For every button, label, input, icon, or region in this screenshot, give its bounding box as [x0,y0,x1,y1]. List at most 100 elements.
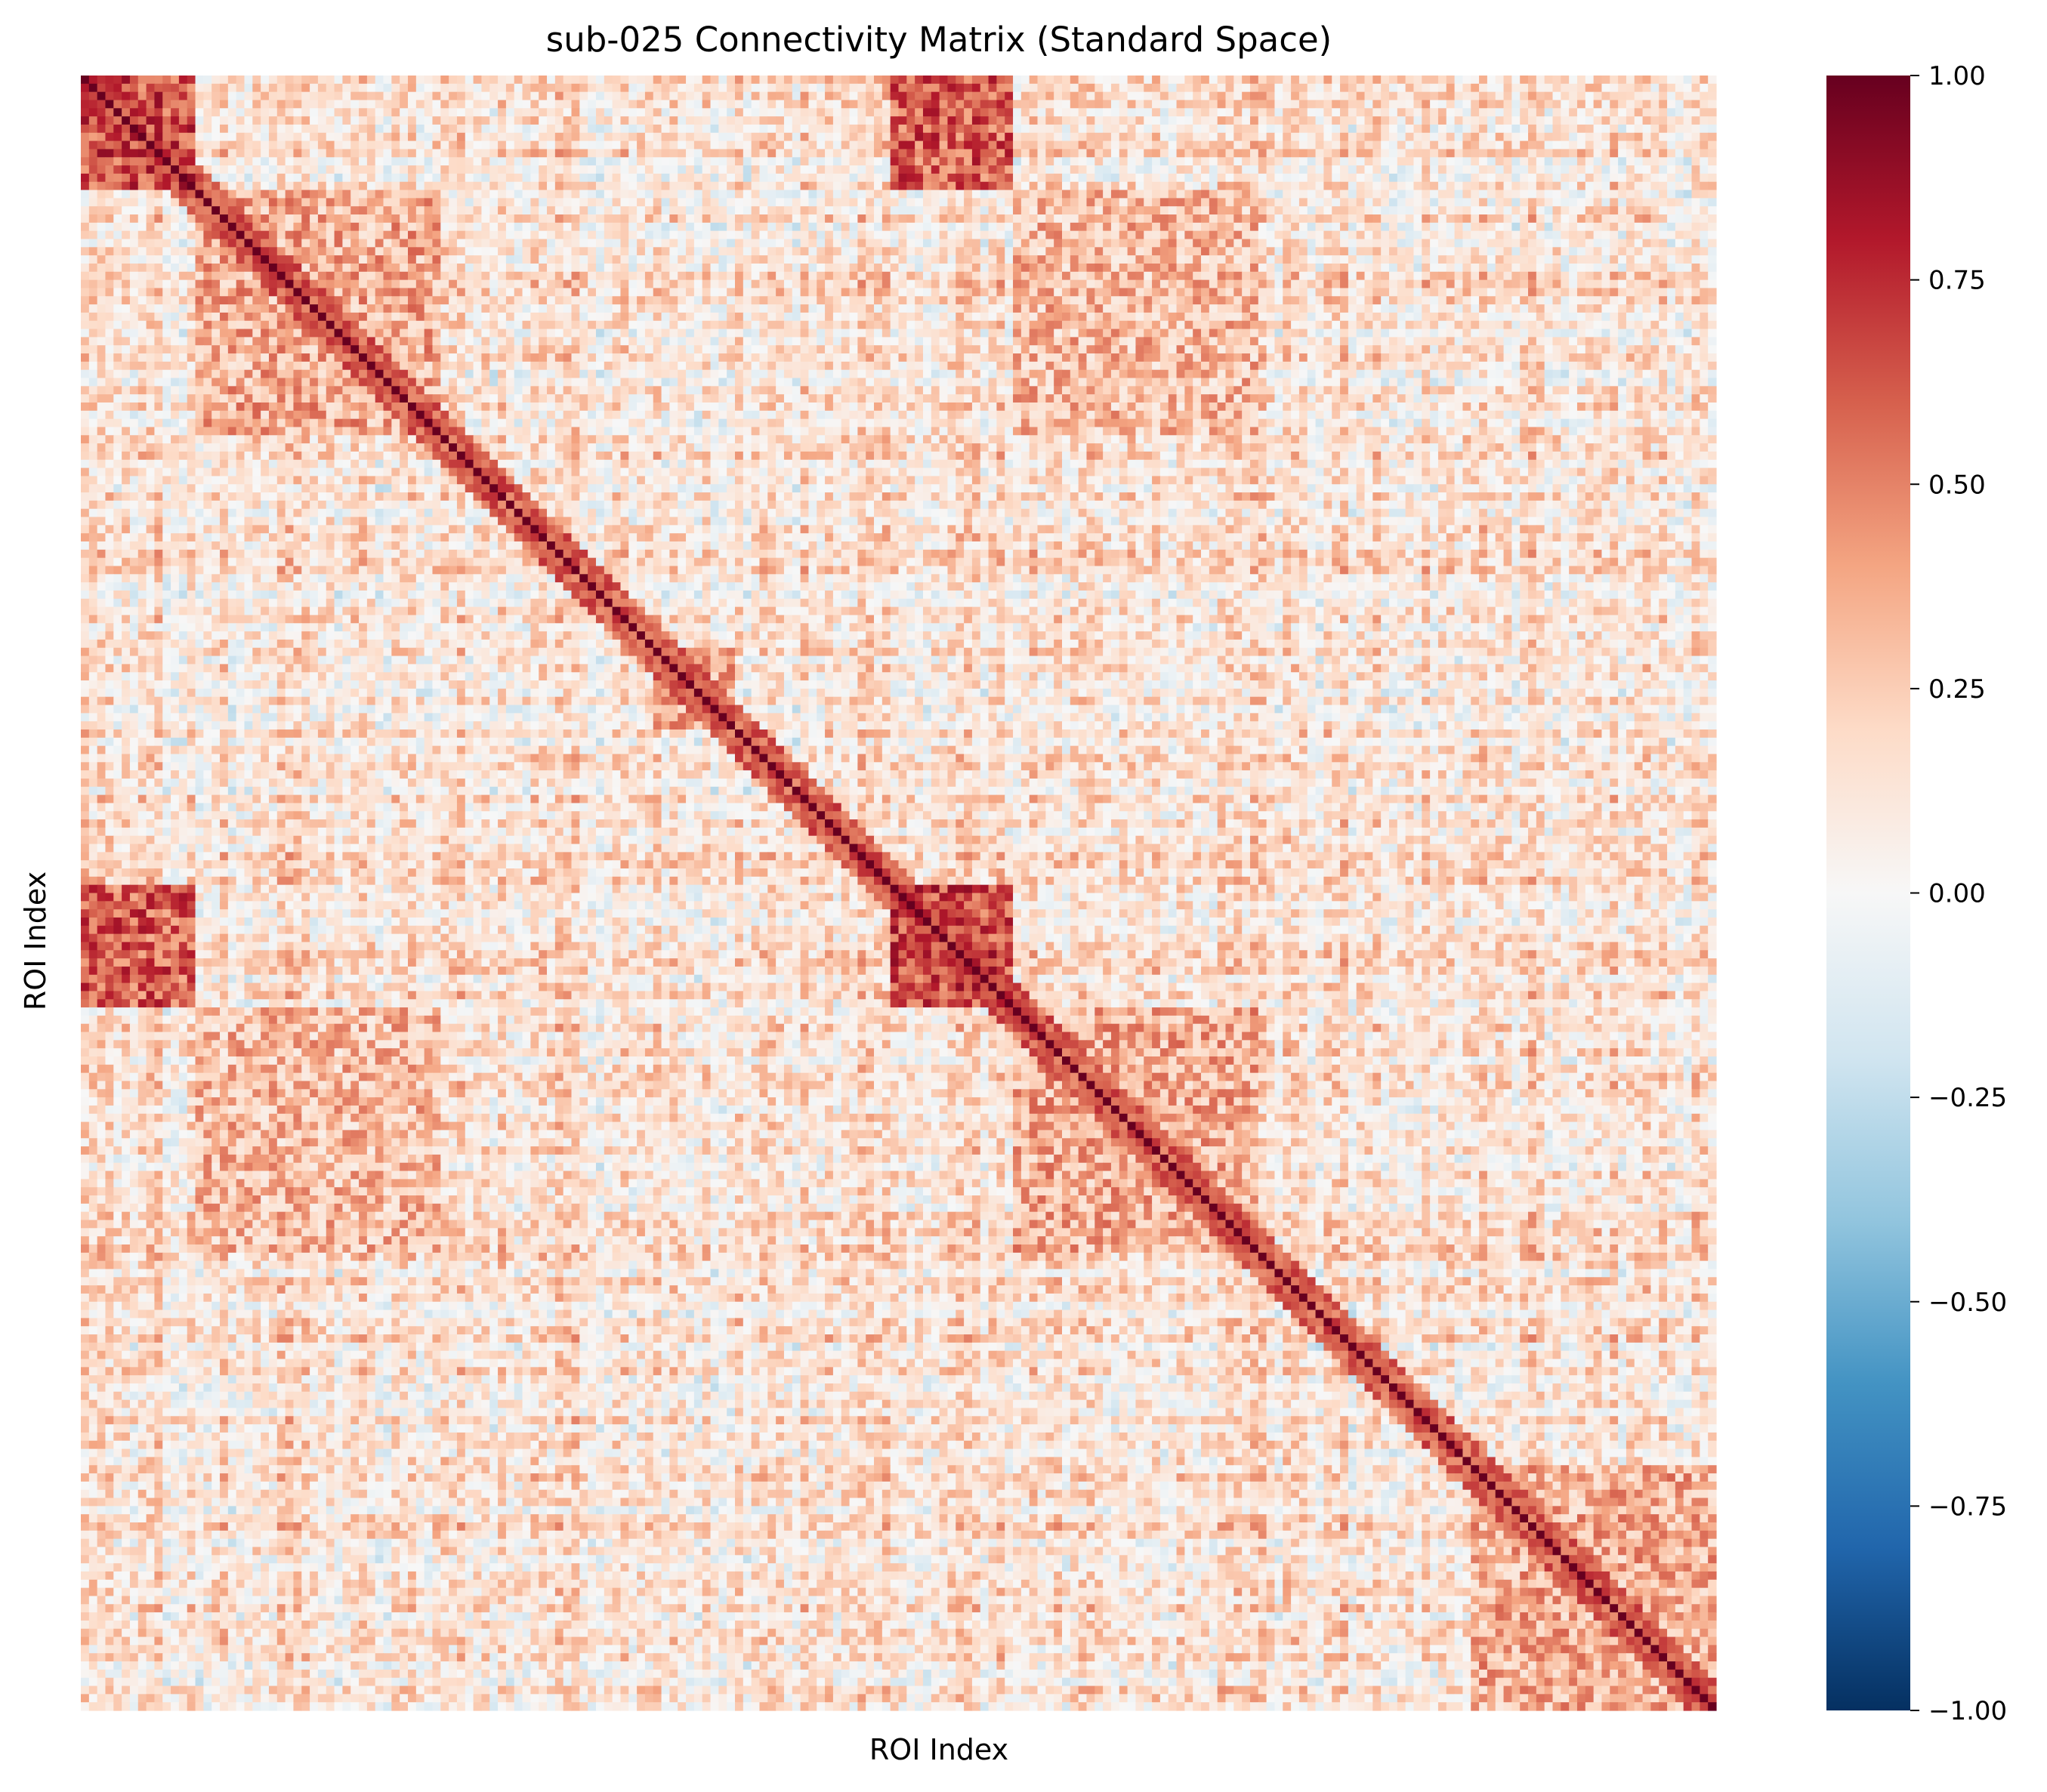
heatmap-cell [425,141,433,150]
heatmap-cell [147,165,155,174]
heatmap-cell [947,133,956,141]
heatmap-cell [293,125,301,133]
heatmap-cell [1708,133,1716,141]
heatmap-cell [620,141,628,150]
heatmap-cell [678,214,686,223]
heatmap-cell [1144,190,1152,199]
heatmap-cell [669,174,678,182]
heatmap-cell [1528,133,1536,141]
heatmap-cell [572,190,580,199]
heatmap-cell [727,157,735,165]
heatmap-cell [1389,206,1397,214]
heatmap-cell [498,76,506,84]
heatmap-cell [1030,198,1038,206]
heatmap-cell [1496,165,1504,174]
heatmap-cell [81,133,89,141]
heatmap-cell [1316,206,1324,214]
heatmap-cell [1316,133,1324,141]
heatmap-cell [1569,141,1577,150]
heatmap-cell [1462,84,1471,92]
heatmap-cell [572,165,580,174]
heatmap-cell [1250,174,1258,182]
heatmap-cell [555,116,563,125]
heatmap-cell [350,100,359,108]
heatmap-cell [964,174,972,182]
heatmap-cell [539,190,547,199]
heatmap-cell [465,100,474,108]
heatmap-cell [1250,198,1258,206]
heatmap-cell [187,133,196,141]
heatmap-cell [1357,174,1365,182]
heatmap-cell [400,116,408,125]
heatmap-cell [122,157,130,165]
heatmap-cell [588,125,596,133]
heatmap-cell [89,223,97,231]
heatmap-cell [1659,84,1667,92]
heatmap-cell [1601,174,1610,182]
heatmap-cell [1667,133,1675,141]
heatmap-cell [1618,174,1626,182]
heatmap-cell [81,141,89,150]
heatmap-cell [702,84,711,92]
heatmap-cell [555,76,563,84]
heatmap-cell [1577,125,1585,133]
heatmap-cell [203,108,211,116]
heatmap-cell [1201,108,1209,116]
heatmap-cell [989,190,997,199]
heatmap-cell [915,174,923,182]
heatmap-cell [1160,76,1169,84]
heatmap-cell [923,84,931,92]
heatmap-cell [530,116,539,125]
heatmap-cell [1372,182,1381,190]
heatmap-cell [808,84,817,92]
heatmap-cell [1626,149,1635,157]
heatmap-cell [1045,92,1054,100]
heatmap-cell [596,116,604,125]
heatmap-cell [1086,149,1095,157]
heatmap-cell [628,157,637,165]
heatmap-cell [335,165,343,174]
heatmap-cell [1045,206,1054,214]
heatmap-cell [727,84,735,92]
heatmap-cell [1079,141,1087,150]
heatmap-cell [489,190,498,199]
heatmap-cell [817,141,825,150]
heatmap-cell [784,100,792,108]
heatmap-cell [956,84,964,92]
heatmap-cell [686,182,694,190]
heatmap-cell [931,100,940,108]
heatmap-cell [1626,100,1635,108]
heatmap-cell [514,182,523,190]
heatmap-cell [162,174,171,182]
heatmap-cell [850,198,858,206]
heatmap-cell [579,182,588,190]
heatmap-cell [1021,182,1030,190]
heatmap-cell [1086,198,1095,206]
heatmap-cell [1365,182,1373,190]
heatmap-cell [530,165,539,174]
heatmap-cell [1095,108,1103,116]
heatmap-cell [1340,174,1348,182]
heatmap-cell [498,133,506,141]
heatmap-cell [1643,165,1651,174]
heatmap-cell [1135,149,1144,157]
heatmap-cell [245,214,253,223]
heatmap-cell [1233,141,1242,150]
heatmap-cell [1201,76,1209,84]
heatmap-cell [1381,116,1389,125]
heatmap-cell [1413,133,1422,141]
heatmap-cell [1103,182,1111,190]
heatmap-cell [735,190,743,199]
heatmap-cell [293,157,301,165]
heatmap-cell [1299,190,1308,199]
heatmap-cell [1577,149,1585,157]
heatmap-cell [1348,141,1357,150]
heatmap-cell [1308,190,1316,199]
heatmap-cell [555,92,563,100]
heatmap-cell [1430,149,1438,157]
heatmap-cell [850,206,858,214]
heatmap-cell [269,76,277,84]
heatmap-cell [874,76,882,84]
heatmap-cell [261,214,269,223]
heatmap-cell [1618,165,1626,174]
